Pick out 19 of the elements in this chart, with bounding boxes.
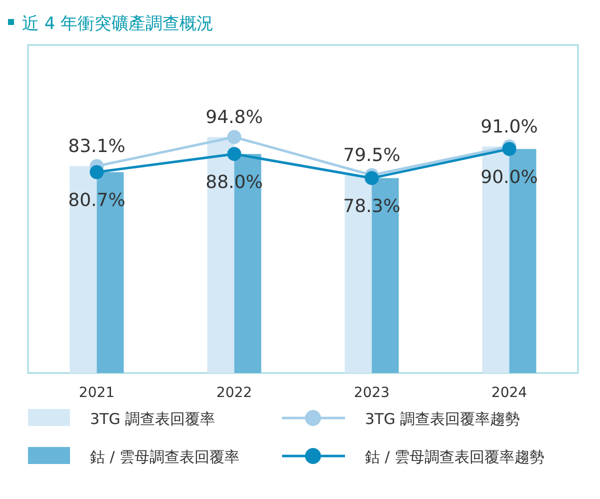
legend-label: 鈷 / 雲母調查表回覆率趨勢 xyxy=(365,448,545,466)
data-label: 83.1% xyxy=(68,136,126,158)
legend-label: 3TG 調查表回覆率 xyxy=(90,410,216,428)
data-label: 94.8% xyxy=(206,107,263,128)
chart-title: 近 4 年衝突礦產調查概況 xyxy=(22,14,214,34)
x-tick-label: 2021 xyxy=(78,385,115,401)
data-label: 91.0% xyxy=(480,116,538,138)
point xyxy=(364,171,379,186)
x-tick-label: 2023 xyxy=(354,385,390,401)
data-label: 78.3% xyxy=(343,196,400,218)
point xyxy=(90,165,104,180)
point xyxy=(227,146,242,161)
x-tick-label: 2022 xyxy=(216,385,252,401)
point xyxy=(227,130,242,144)
legend-label: 3TG 調查表回覆率趨勢 xyxy=(365,410,520,428)
x-tick-label: 2024 xyxy=(491,385,528,401)
legend-label: 鈷 / 雲母調查表回覆率 xyxy=(90,448,240,466)
data-label: 79.5% xyxy=(343,145,400,166)
point xyxy=(502,142,516,156)
